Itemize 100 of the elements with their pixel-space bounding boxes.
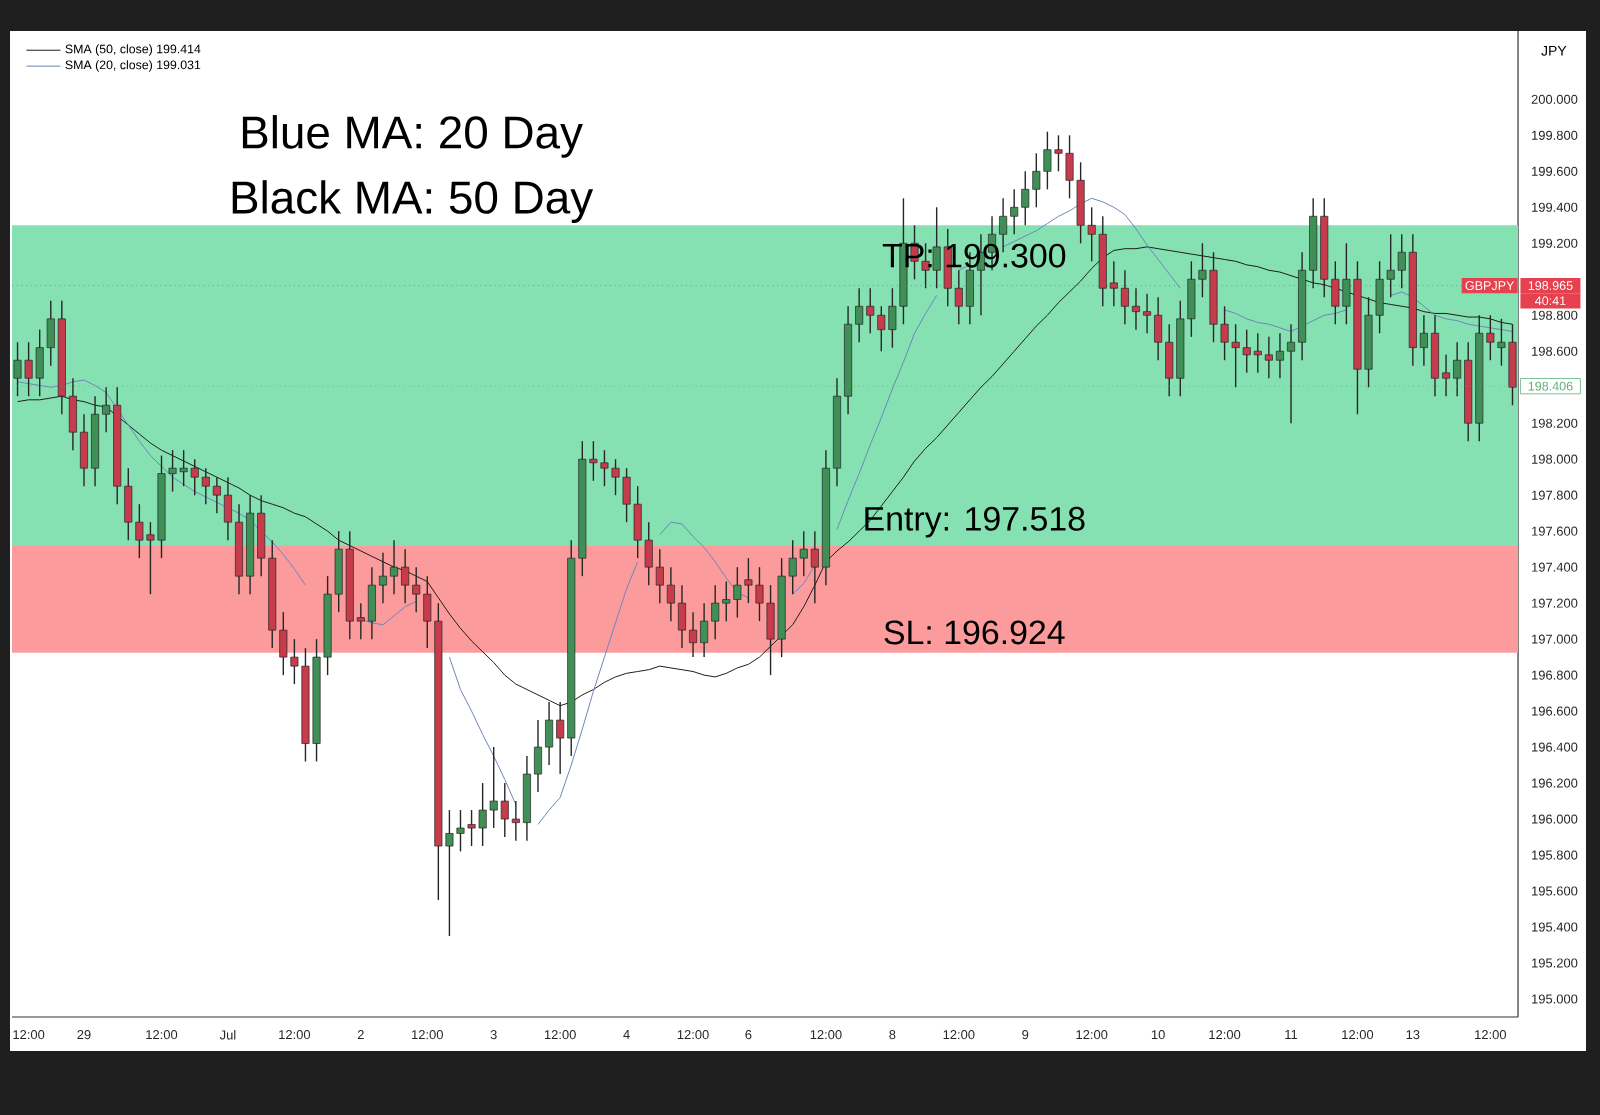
x-tick-label: 12:00	[279, 1030, 311, 1040]
x-tick-label: 2	[357, 1030, 364, 1040]
candlestick	[877, 305, 886, 352]
candlestick	[733, 566, 742, 619]
candlestick	[1231, 323, 1240, 388]
candlestick	[711, 584, 720, 640]
y-tick-label: 195.200	[1532, 958, 1578, 968]
candlestick	[954, 269, 963, 325]
x-tick-label: 4	[623, 1030, 630, 1039]
candlestick	[932, 206, 941, 289]
x-tick-label: 9	[1022, 1030, 1029, 1040]
y-tick-label: 195.400	[1532, 922, 1578, 932]
candlestick	[1419, 314, 1428, 367]
x-tick-label: 3	[490, 1030, 497, 1040]
candlestick	[1131, 287, 1140, 331]
y-tick-label: 199.600	[1532, 166, 1578, 176]
candlestick	[168, 449, 177, 493]
candlestick	[1264, 336, 1273, 379]
candlestick	[589, 440, 598, 482]
candlestick	[467, 809, 476, 847]
candlestick	[655, 548, 664, 604]
candlestick	[1143, 292, 1152, 334]
y-tick-label: 197.800	[1532, 490, 1578, 500]
text: 40:41	[1535, 296, 1566, 306]
ref-line-label: 198.965	[1528, 281, 1573, 290]
candlestick	[13, 341, 22, 397]
candlestick	[855, 287, 864, 343]
candlestick	[511, 800, 520, 842]
x-tick-label: 13	[1406, 1030, 1420, 1040]
candlestick	[1275, 332, 1284, 379]
candlestick	[390, 539, 399, 595]
y-tick-label: 195.600	[1532, 886, 1578, 896]
x-tick-label: 6	[745, 1030, 752, 1040]
candlestick	[356, 602, 365, 640]
y-tick-label: 199.800	[1532, 130, 1578, 140]
candlestick	[1253, 332, 1262, 374]
legend-label: SMA (50, close) 199.414	[65, 44, 201, 56]
y-tick-label: 196.000	[1532, 814, 1578, 824]
candlestick	[1043, 131, 1052, 190]
y-tick-label: 195.800	[1532, 850, 1578, 860]
candlestick	[412, 566, 421, 613]
y-axis-title: JPY	[1541, 45, 1567, 56]
candlestick	[1010, 188, 1019, 235]
y-tick-label: 197.400	[1532, 562, 1578, 572]
candlestick	[179, 449, 188, 487]
candlestick	[102, 386, 111, 433]
candlestick	[489, 746, 498, 829]
candlestick	[401, 548, 410, 604]
y-tick-label: 197.600	[1532, 526, 1578, 536]
candlestick	[1220, 305, 1229, 361]
y-tick-label: 198.000	[1532, 454, 1578, 464]
y-tick-label: 196.800	[1532, 670, 1578, 680]
annotation: Entry: 197.518	[865, 506, 1085, 538]
candlestick	[722, 580, 731, 622]
x-tick-label: 11	[1285, 1030, 1298, 1039]
candlestick	[799, 530, 808, 577]
candlestick	[201, 467, 210, 505]
candlestick	[744, 557, 753, 604]
x-tick-label: 12:00	[412, 1030, 443, 1040]
x-tick-label: 12:00	[1076, 1030, 1108, 1040]
candlestick	[445, 809, 454, 937]
candlestick	[1486, 314, 1495, 361]
candlestick	[1497, 318, 1506, 367]
legend-label: SMA (20, close) 199.031	[65, 60, 201, 72]
candlestick	[1397, 233, 1406, 289]
x-tick-label: 12:00	[1209, 1030, 1241, 1040]
candlestick	[788, 539, 797, 595]
y-tick-label: 197.200	[1532, 598, 1578, 608]
y-tick-label: 198.800	[1532, 310, 1578, 320]
x-tick-label: Jul	[219, 1030, 236, 1040]
candlestick	[1442, 354, 1451, 397]
x-tick-label: 12:00	[544, 1030, 576, 1040]
candlestick	[500, 782, 509, 838]
candlestick	[456, 809, 465, 853]
y-tick-label: 196.200	[1532, 778, 1578, 788]
y-tick-label: 198.200	[1532, 418, 1578, 428]
candlestick	[478, 782, 487, 847]
candlestick	[135, 503, 144, 559]
annotation: Blue MA: 20 Day	[242, 115, 583, 158]
candlestick	[700, 602, 709, 658]
candlestick	[755, 566, 764, 622]
candlestick	[1032, 152, 1041, 208]
candlestick	[866, 287, 875, 334]
x-tick-label: 10	[1151, 1030, 1165, 1040]
x-tick-label: 12:00	[1475, 1030, 1507, 1040]
candlestick	[290, 638, 299, 685]
x-tick-label: 12:00	[810, 1030, 842, 1040]
y-tick-label: 195.000	[1532, 994, 1578, 1004]
candlestick	[689, 611, 698, 658]
x-tick-label: 8	[889, 1030, 896, 1040]
y-tick-label: 197.000	[1532, 634, 1578, 644]
annotation: SL: 196.924	[884, 620, 1065, 645]
candlestick	[1054, 134, 1063, 172]
candlestick	[1242, 328, 1251, 374]
y-tick-label: 196.400	[1532, 742, 1578, 752]
candlestick	[1109, 260, 1118, 307]
y-tick-label: 196.600	[1532, 706, 1578, 716]
candlestick	[666, 566, 675, 622]
candlestick	[1120, 269, 1129, 325]
candlestick	[1087, 206, 1096, 262]
